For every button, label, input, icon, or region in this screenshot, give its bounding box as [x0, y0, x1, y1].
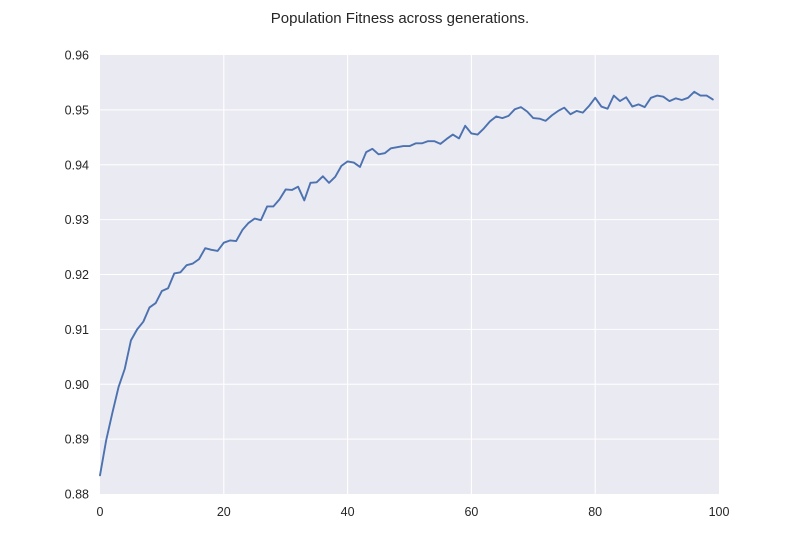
fitness-series-line [99, 90, 714, 477]
y-tick-label: 0.91 [65, 323, 89, 337]
y-tick-label: 0.95 [65, 103, 89, 117]
y-tick-label: 0.93 [65, 213, 89, 227]
y-tick-label: 0.90 [65, 378, 89, 392]
y-axis-ticks: 0.88 0.89 0.90 0.91 0.92 0.93 0.94 0.95 0.96 [65, 49, 89, 502]
x-tick-label: 100 [709, 505, 730, 519]
y-tick-label: 0.94 [65, 158, 89, 172]
y-tick-label: 0.89 [65, 433, 89, 447]
x-tick-label: 80 [588, 505, 602, 519]
chart-title: Population Fitness across generations. [271, 10, 529, 27]
x-tick-label: 20 [217, 505, 231, 519]
series-layer [99, 90, 714, 477]
y-tick-label: 0.96 [65, 49, 89, 63]
grid-lines [100, 55, 719, 494]
x-tick-label: 60 [464, 505, 478, 519]
x-tick-label: 40 [341, 505, 355, 519]
y-tick-label: 0.88 [65, 488, 89, 502]
y-tick-label: 0.92 [65, 268, 89, 282]
x-axis-ticks: 0 20 40 60 80 100 [97, 505, 730, 519]
x-tick-label: 0 [97, 505, 104, 519]
